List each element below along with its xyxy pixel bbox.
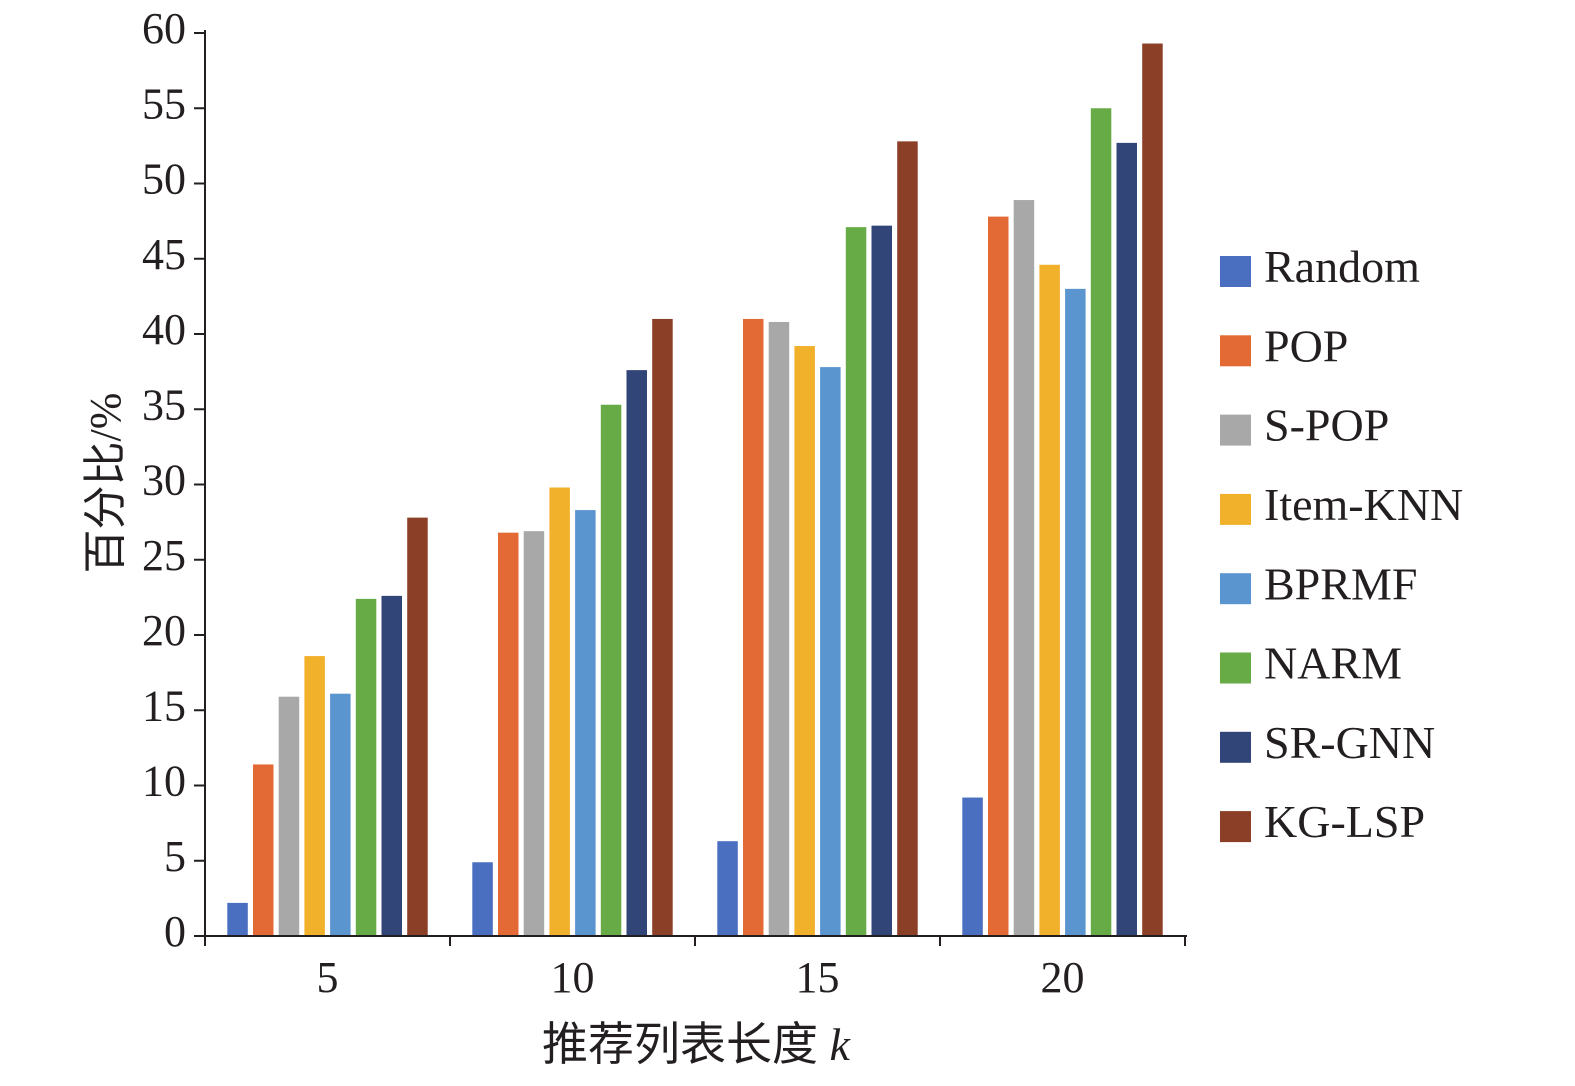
y-tick-label: 50 <box>142 155 186 204</box>
y-tick-label: 30 <box>142 456 186 505</box>
x-axis-label-space <box>818 1019 830 1070</box>
bar-random-15 <box>717 841 738 936</box>
bar-random-5 <box>227 902 248 936</box>
bar-pop-15 <box>743 318 764 936</box>
y-tick-label: 15 <box>142 681 186 730</box>
bar-kg-lsp-20 <box>1142 43 1163 937</box>
bar-s-pop-15 <box>768 321 790 937</box>
legend-label-sr-gnn: SR-GNN <box>1264 717 1435 768</box>
bar-pop-10 <box>498 532 519 936</box>
legend-label-item-knn: Item-KNN <box>1264 479 1463 530</box>
y-tick-label: 45 <box>142 230 186 279</box>
bar-kg-lsp-10 <box>652 318 673 936</box>
bar-kg-lsp-15 <box>897 141 918 937</box>
y-tick-label: 25 <box>142 531 186 580</box>
bar-sr-gnn-10 <box>626 370 647 936</box>
legend-label-pop: POP <box>1264 320 1348 371</box>
bar-narm-5 <box>355 598 377 936</box>
y-tick-label: 60 <box>142 4 186 53</box>
bar-random-10 <box>472 862 493 936</box>
x-axis-label-text: 推荐列表长度 <box>542 1019 818 1070</box>
bar-sr-gnn-15 <box>871 225 892 936</box>
bar-item-knn-20 <box>1039 264 1060 936</box>
y-tick-label: 55 <box>142 79 186 128</box>
legend-label-narm: NARM <box>1264 638 1402 689</box>
x-tick-label: 15 <box>796 953 840 1002</box>
x-tick-label: 5 <box>317 953 339 1002</box>
bar-bprmf-5 <box>330 693 351 936</box>
bar-narm-15 <box>845 227 867 936</box>
bar-s-pop-5 <box>278 696 300 936</box>
x-axis-label-variable: k <box>830 1019 852 1070</box>
bar-bprmf-20 <box>1065 288 1086 937</box>
bar-sr-gnn-20 <box>1116 142 1137 937</box>
bar-item-knn-10 <box>549 487 570 936</box>
legend-swatch-item-knn <box>1220 493 1251 525</box>
x-tick-label: 10 <box>551 953 595 1002</box>
bar-pop-5 <box>253 764 274 936</box>
y-tick-label: 5 <box>164 832 186 881</box>
x-ticks: 5 10 15 20 <box>204 936 1186 1002</box>
bar-narm-10 <box>600 404 622 936</box>
legend-swatch-sr-gnn <box>1220 731 1251 763</box>
y-tick-label: 35 <box>142 380 186 429</box>
legend-swatch-random <box>1220 256 1251 287</box>
y-axis-label: 百分比/% <box>81 393 130 574</box>
legend-swatch-narm <box>1220 652 1251 684</box>
bar-kg-lsp-5 <box>407 517 428 936</box>
bar-item-knn-5 <box>304 656 325 936</box>
bar-narm-20 <box>1090 108 1112 936</box>
y-ticks: 0 5 10 15 20 25 30 35 40 45 50 55 60 <box>142 4 205 956</box>
bar-random-20 <box>962 797 983 936</box>
legend-label-random: Random <box>1264 241 1420 292</box>
bar-bprmf-15 <box>820 367 841 936</box>
bar-s-pop-10 <box>523 531 545 936</box>
x-axis-label: 推荐列表长度 k <box>542 1019 852 1070</box>
y-tick-label: 0 <box>164 907 186 956</box>
bar-pop-20 <box>988 216 1009 937</box>
legend-swatch-kg-lsp <box>1220 811 1251 843</box>
bar-sr-gnn-5 <box>381 595 402 936</box>
bar-s-pop-20 <box>1013 200 1035 936</box>
x-tick-label: 20 <box>1041 953 1085 1002</box>
legend-swatch-s-pop <box>1220 414 1251 446</box>
legend-label-bprmf: BPRMF <box>1264 558 1417 609</box>
bars-layer <box>227 43 1163 937</box>
y-tick-label: 10 <box>142 757 186 806</box>
legend-swatch-bprmf <box>1220 573 1251 605</box>
bar-item-knn-15 <box>794 346 815 936</box>
y-tick-label: 20 <box>142 606 186 655</box>
legend-label-s-pop: S-POP <box>1264 400 1389 451</box>
legend-swatch-pop <box>1220 335 1251 367</box>
legend: Random POP S-POP Item-KNN BPRMF NARM SR-GNN KG-… <box>1220 241 1463 847</box>
bar-bprmf-10 <box>575 510 596 936</box>
legend-label-kg-lsp: KG-LSP <box>1264 796 1425 847</box>
y-tick-label: 40 <box>142 305 186 354</box>
